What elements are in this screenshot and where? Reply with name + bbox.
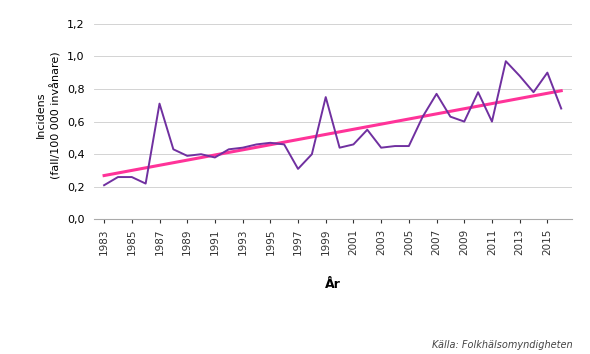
Text: År: År xyxy=(326,279,341,291)
Y-axis label: Incidens
(fall/100 000 invånare): Incidens (fall/100 000 invånare) xyxy=(35,51,61,179)
Text: Källa: Folkhälsomyndigheten: Källa: Folkhälsomyndigheten xyxy=(432,341,572,350)
